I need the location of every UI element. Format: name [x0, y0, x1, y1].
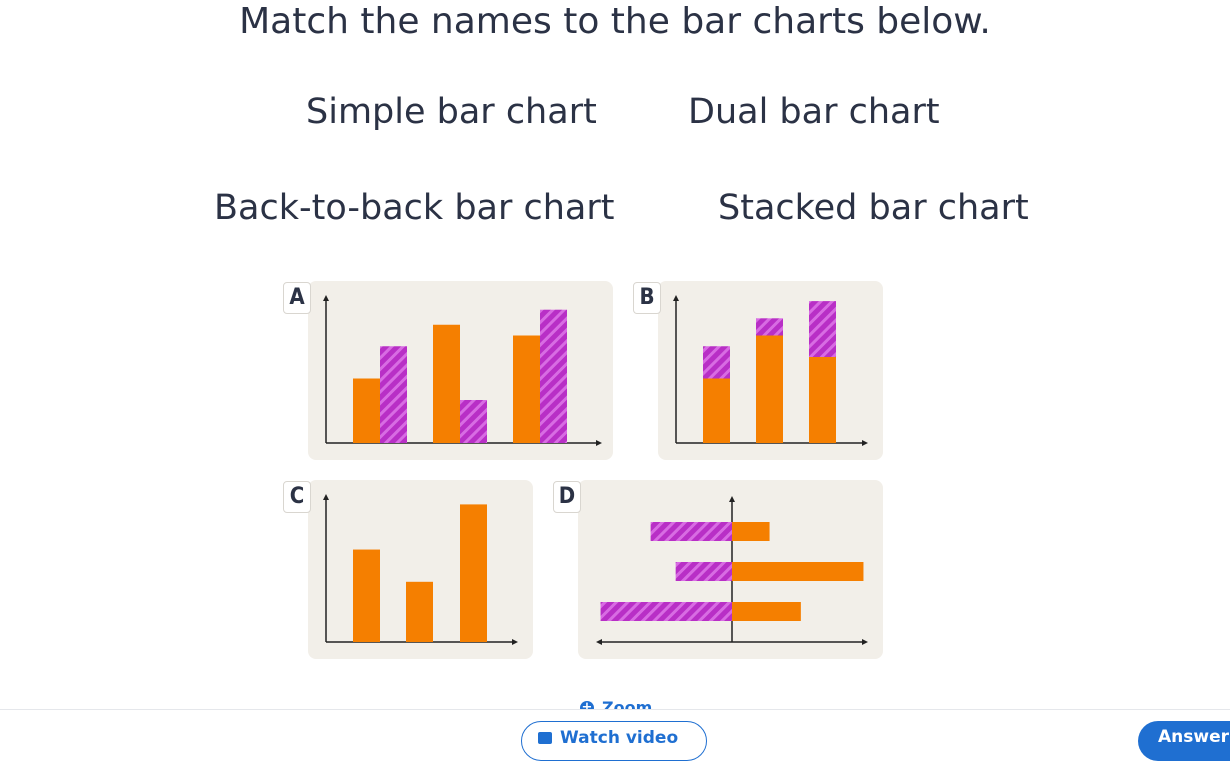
bar-purple — [540, 309, 567, 443]
bar-purple — [650, 522, 732, 541]
chart-b-letter: B — [633, 282, 661, 314]
bar-purple — [460, 400, 487, 443]
name-card-back-to-back[interactable]: Back-to-back bar chart — [214, 188, 615, 228]
bar-purple — [756, 318, 783, 336]
y-axis-arrow — [673, 295, 679, 301]
name-card-dual[interactable]: Dual bar chart — [688, 92, 940, 132]
bar-orange — [756, 335, 783, 443]
x-axis-arrow — [512, 639, 518, 645]
y-axis-arrow — [729, 496, 735, 502]
chart-a[interactable] — [308, 281, 613, 460]
chart-c-letter: C — [283, 481, 311, 513]
question-text: Match the names to the bar charts below. — [239, 1, 991, 42]
bar-orange — [433, 324, 460, 443]
bar-orange — [703, 378, 730, 443]
watch-video-label: Watch video — [560, 728, 679, 748]
bar-purple — [380, 346, 407, 443]
x-axis-arrow — [596, 440, 602, 446]
video-icon — [538, 732, 552, 744]
name-card-simple[interactable]: Simple bar chart — [306, 92, 597, 132]
chart-d-svg — [596, 496, 868, 645]
name-card-stacked[interactable]: Stacked bar chart — [718, 188, 1029, 228]
answer-button[interactable]: Answer — [1138, 721, 1230, 761]
chart-d-letter: D — [553, 481, 581, 513]
bar-purple — [809, 301, 836, 357]
chart-c[interactable] — [308, 480, 533, 659]
chart-a-svg — [323, 295, 602, 446]
bar-orange — [460, 504, 487, 642]
bar-purple — [600, 602, 732, 621]
bar-orange — [732, 522, 770, 541]
bar-purple — [675, 562, 732, 581]
chart-a-letter: A — [283, 282, 311, 314]
bar-orange — [513, 335, 540, 443]
chart-b-svg — [673, 295, 868, 446]
bar-purple — [703, 346, 730, 379]
x-axis-arrow-right — [862, 639, 868, 645]
bar-orange — [732, 562, 864, 581]
bar-orange — [732, 602, 801, 621]
bar-orange — [809, 357, 836, 443]
footer-bar: Watch video Answer — [0, 709, 1230, 761]
bar-orange — [406, 581, 433, 642]
chart-b[interactable] — [658, 281, 883, 460]
chart-c-svg — [323, 494, 518, 645]
x-axis-arrow-left — [596, 639, 602, 645]
bar-orange — [353, 549, 380, 642]
chart-d[interactable] — [578, 480, 883, 659]
watch-video-button[interactable]: Watch video — [521, 721, 707, 761]
bar-orange — [353, 378, 380, 443]
y-axis-arrow — [323, 295, 329, 301]
y-axis-arrow — [323, 494, 329, 500]
x-axis-arrow — [862, 440, 868, 446]
